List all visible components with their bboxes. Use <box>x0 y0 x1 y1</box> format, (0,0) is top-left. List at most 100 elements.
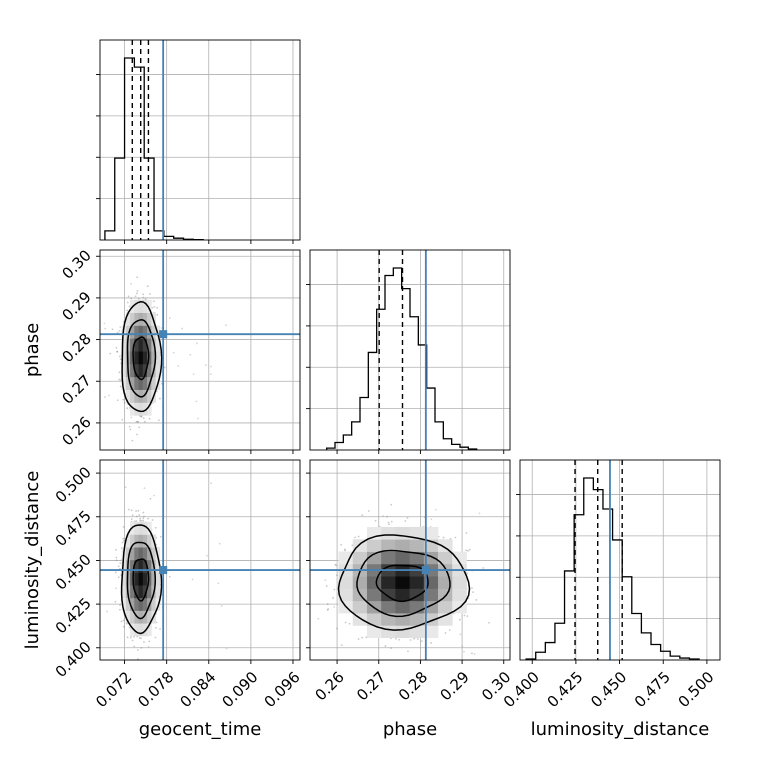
sample-point <box>333 588 336 591</box>
sample-point <box>147 645 150 648</box>
density-cell <box>366 551 382 565</box>
sample-point <box>382 515 385 517</box>
sample-point <box>135 515 138 518</box>
sample-point <box>128 626 131 629</box>
sample-point <box>225 324 227 327</box>
sample-point <box>119 358 122 361</box>
sample-point <box>124 486 127 489</box>
sample-point <box>135 520 138 522</box>
sample-point <box>475 599 478 601</box>
sample-point <box>142 417 145 419</box>
sample-point <box>154 526 157 529</box>
y-tick-label: 0.450 <box>52 551 95 594</box>
sample-point <box>118 371 121 374</box>
sample-point <box>119 326 122 328</box>
density-cell <box>138 547 144 561</box>
density-cell <box>142 521 148 535</box>
sample-point <box>158 419 160 422</box>
sample-point <box>108 394 110 397</box>
sample-point <box>155 390 158 393</box>
y-tick-label: 0.27 <box>58 371 94 407</box>
density-cell <box>125 376 131 390</box>
truth-marker <box>159 330 168 339</box>
sample-point <box>136 290 139 292</box>
density-cell <box>142 610 148 624</box>
density-cell <box>130 547 135 561</box>
sample-point <box>133 645 136 648</box>
sample-point <box>518 603 520 605</box>
sample-point <box>122 525 125 528</box>
sample-point <box>549 606 551 608</box>
sample-point <box>156 306 158 309</box>
sample-point <box>461 645 464 648</box>
sample-point <box>420 640 423 643</box>
sample-point <box>344 621 347 624</box>
sample-point <box>115 548 117 551</box>
sample-point <box>334 563 337 566</box>
sample-point <box>137 297 140 300</box>
sample-point <box>135 420 138 423</box>
density-cell <box>147 547 152 561</box>
density-cell <box>134 559 139 573</box>
sample-point <box>482 567 485 569</box>
density-cell <box>423 625 439 639</box>
density-cell <box>338 551 354 565</box>
sample-point <box>135 292 138 295</box>
sample-point <box>137 509 140 512</box>
density-cell <box>438 600 453 614</box>
sample-point <box>471 652 473 655</box>
sample-point <box>130 518 133 521</box>
density-cell <box>138 351 144 365</box>
density-cell <box>381 576 396 589</box>
sample-point <box>463 650 465 653</box>
sample-point <box>115 587 117 590</box>
density-cell <box>121 376 127 390</box>
density-cell <box>381 539 396 552</box>
density-cell <box>134 312 139 326</box>
contour-level <box>132 558 150 602</box>
sample-point <box>478 512 481 515</box>
sample-point <box>142 519 145 522</box>
density-cell <box>134 389 139 403</box>
x-tick-label: 0.29 <box>436 668 472 704</box>
sample-point <box>390 647 393 649</box>
density-cell <box>130 559 135 573</box>
sample-point <box>159 628 161 630</box>
density-cell <box>142 585 148 599</box>
density-cell <box>352 539 368 552</box>
density-cell <box>395 600 411 614</box>
density-cell <box>130 402 135 416</box>
sample-point <box>336 627 338 630</box>
density-cell <box>423 588 439 602</box>
sample-point <box>148 640 151 643</box>
density-cell <box>138 559 144 573</box>
density-cell <box>142 559 148 573</box>
sample-point <box>467 549 469 552</box>
density-cell <box>125 325 131 339</box>
density-cell <box>155 338 161 352</box>
density-cell <box>125 610 131 624</box>
density-cell <box>438 588 453 602</box>
sample-point <box>336 574 338 577</box>
density-cell <box>142 376 148 390</box>
density-cell <box>352 576 368 589</box>
sample-point <box>146 285 149 288</box>
sample-point <box>168 575 171 578</box>
x-tick-label: 0.425 <box>544 668 587 711</box>
sample-point <box>203 456 205 458</box>
sample-point <box>206 554 208 557</box>
density-cell <box>147 312 152 326</box>
sample-point <box>195 342 198 345</box>
sample-point <box>394 637 397 640</box>
density-cell <box>151 325 156 339</box>
density-cell <box>134 299 139 313</box>
sample-point <box>151 519 154 521</box>
sample-point <box>327 608 330 610</box>
sample-point <box>209 373 212 376</box>
x-axis-label-phase: phase <box>383 719 437 740</box>
sample-point <box>134 295 137 298</box>
sample-point <box>140 415 143 418</box>
density-cell <box>134 572 139 586</box>
sample-point <box>142 517 145 520</box>
